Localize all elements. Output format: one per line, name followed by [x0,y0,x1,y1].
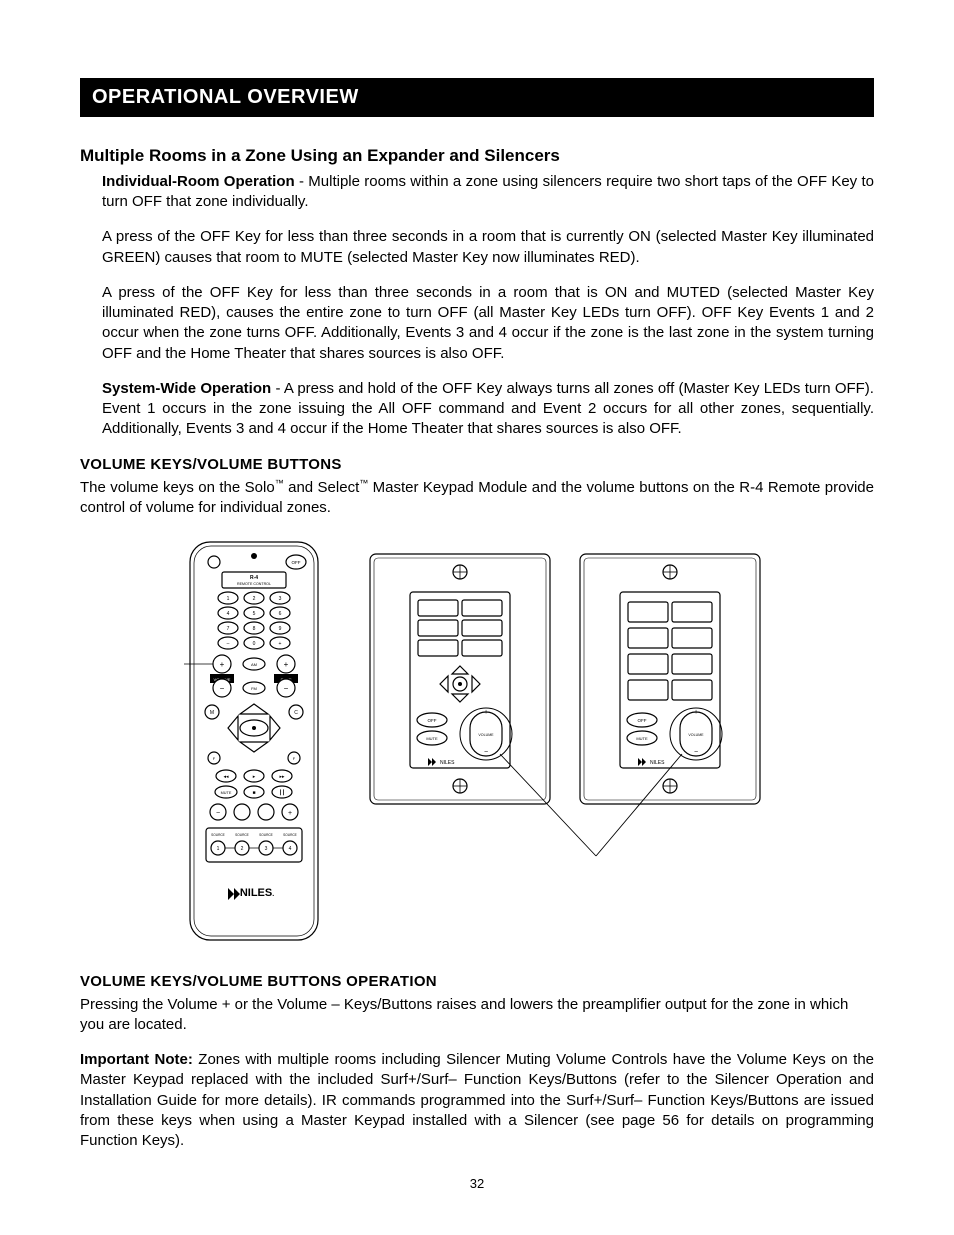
svg-text:9: 9 [279,626,282,632]
svg-text:▸▸: ▸▸ [279,774,285,780]
svg-text:8: 8 [253,626,256,632]
svg-text:3: 3 [265,846,268,852]
heading-multiple-rooms: Multiple Rooms in a Zone Using an Expand… [80,145,874,168]
svg-text:+: + [484,709,488,716]
text-vol-mid1: and Select [284,479,360,496]
svg-text:FM: FM [251,686,257,691]
svg-text:MUTE: MUTE [221,791,232,795]
svg-text:−: − [284,684,289,693]
remote-off-label: OFF [292,560,301,565]
svg-text:MUTE: MUTE [426,736,438,741]
svg-text:5: 5 [253,611,256,617]
svg-text:−: − [694,749,698,756]
svg-text:7: 7 [227,626,230,632]
remote-illustration: OFF R-4 REMOTE CONTROL 1 2 3 4 5 6 7 8 9… [184,536,324,946]
svg-text:C: C [294,710,298,716]
svg-text:OFF: OFF [428,718,437,723]
remote-label-l1: R-4 [250,575,258,581]
svg-text:NILES: NILES [440,760,455,766]
runin-individual-room: Individual-Room Operation [102,173,295,190]
svg-text:+: + [694,709,698,716]
svg-text:M: M [210,710,214,716]
svg-text:4: 4 [227,611,230,617]
svg-text:+: + [279,641,282,647]
para-individual-room: Individual-Room Operation - Multiple roo… [102,172,874,213]
svg-text:MUTE: MUTE [636,736,648,741]
svg-text:■: ■ [252,790,255,796]
svg-text:VOLUME: VOLUME [688,733,704,737]
heading-volume-op: VOLUME KEYS/VOLUME BUTTONS OPERATION [80,972,874,992]
svg-text:NILES: NILES [650,760,665,766]
remote-label-l2: REMOTE CONTROL [237,582,271,586]
svg-text:–: – [227,641,230,647]
svg-text:2: 2 [241,846,244,852]
para-volume-keys: The volume keys on the Solo™ and Select™… [80,477,874,519]
svg-text:◂◂: ◂◂ [223,774,229,780]
heading-volume-keys: VOLUME KEYS/VOLUME BUTTONS [80,455,874,475]
svg-text:NILES.: NILES. [240,887,274,899]
svg-text:┃┃: ┃┃ [279,789,285,796]
text-important-note-rest: Zones with multiple rooms including Sile… [80,1051,874,1149]
section-banner: OPERATIONAL OVERVIEW [80,78,874,117]
tm2: ™ [359,478,368,488]
svg-text:−: − [220,684,225,693]
figure-volume-controls: OFF R-4 REMOTE CONTROL 1 2 3 4 5 6 7 8 9… [80,536,874,946]
svg-text:2: 2 [253,596,256,602]
para-important-note: Important Note: Zones with multiple room… [80,1050,874,1151]
svg-text:+: + [288,810,292,817]
svg-text:−: − [216,810,220,817]
svg-text:6: 6 [279,611,282,617]
svg-text:SOURCE: SOURCE [259,833,273,837]
para-off-on: A press of the OFF Key for less than thr… [102,227,874,268]
tm1: ™ [275,478,284,488]
svg-text:AM: AM [251,662,257,667]
svg-text:−: − [484,749,488,756]
para-off-muted: A press of the OFF Key for less than thr… [102,283,874,364]
para-system-wide: System-Wide Operation - A press and hold… [102,379,874,440]
page-number: 32 [80,1175,874,1193]
svg-text:1: 1 [227,596,230,602]
svg-text:VOLUME: VOLUME [478,733,494,737]
svg-text:OFF: OFF [638,718,647,723]
svg-text:1: 1 [217,846,220,852]
svg-text:3: 3 [279,596,282,602]
svg-text:4: 4 [289,846,292,852]
svg-text:0: 0 [253,641,256,647]
runin-important-note: Important Note: [80,1051,193,1068]
svg-text:SOURCE: SOURCE [283,833,297,837]
para-volume-op: Pressing the Volume + or the Volume – Ke… [80,995,874,1036]
svg-text:+: + [220,660,225,669]
runin-system-wide: System-Wide Operation [102,380,271,397]
svg-text:+: + [284,660,289,669]
keypads-illustration: OFF MUTE + VOLUME − NILES OFF MUTE + [360,536,770,866]
svg-text:SOURCE: SOURCE [211,833,225,837]
svg-text:SOURCE: SOURCE [235,833,249,837]
text-vol-pre: The volume keys on the Solo [80,479,275,496]
